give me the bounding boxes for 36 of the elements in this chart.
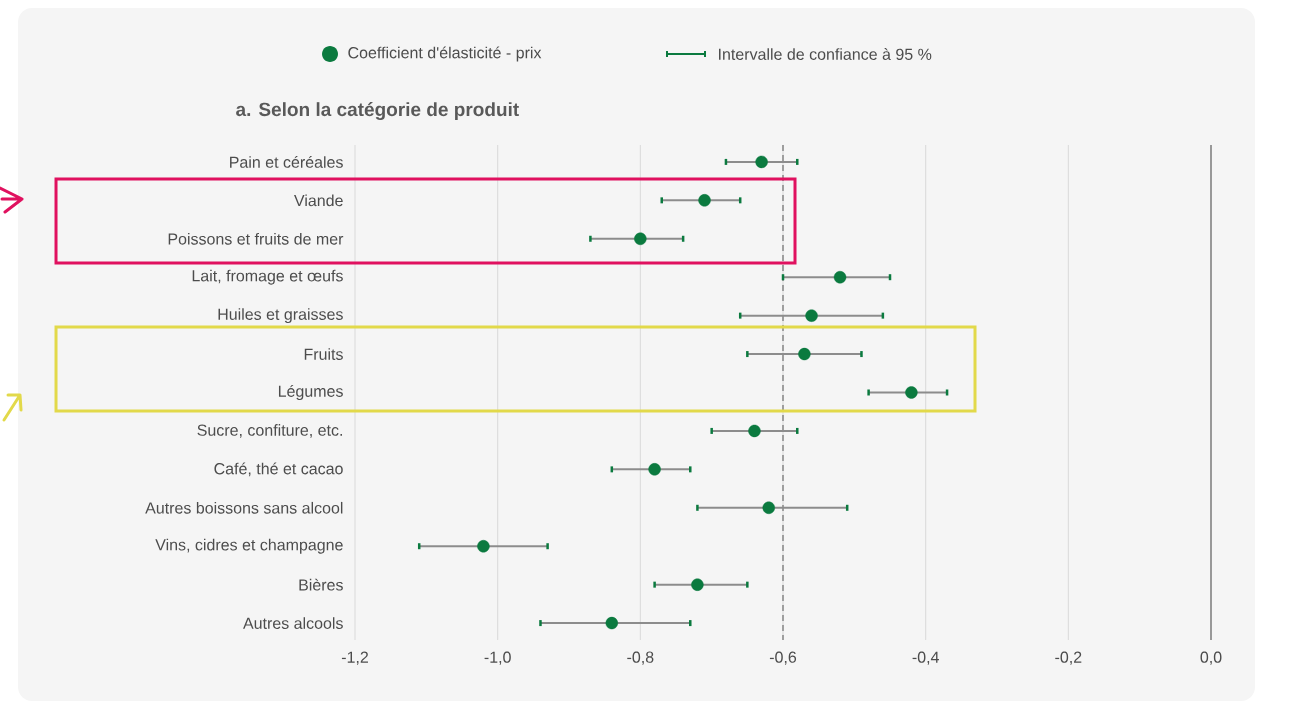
y-tick-label: Vins, cidres et champagne <box>155 538 343 554</box>
chart-title: a. Selon la catégorie de produit <box>236 102 519 120</box>
point <box>648 463 661 476</box>
point <box>748 424 761 438</box>
y-tick-label: Lait, fromage et œufs <box>192 269 343 285</box>
point <box>905 386 918 399</box>
y-tick-label: Autres alcools <box>243 617 343 629</box>
point <box>691 578 704 591</box>
y-tick-label: Bières <box>299 578 343 591</box>
x-tick-label: -1,0 <box>484 651 511 665</box>
point <box>605 616 619 630</box>
point <box>477 540 490 553</box>
x-tick-label: -1,2 <box>341 651 368 665</box>
x-tick-label: -0,6 <box>769 651 797 665</box>
y-tick-label: Café, thé et cacao <box>214 462 343 477</box>
point <box>833 271 847 284</box>
point <box>698 194 711 207</box>
x-tick-label: -0,2 <box>1055 651 1082 665</box>
y-tick-label: Viande <box>294 194 343 207</box>
y-tick-label: Légumes <box>278 384 343 401</box>
y-tick-label: Poissons et fruits de mer <box>168 232 344 245</box>
point <box>762 501 775 514</box>
y-tick-label: Autres boissons sans alcool <box>145 501 343 514</box>
x-tick-label: -0,8 <box>627 651 654 665</box>
point <box>755 155 768 169</box>
x-tick-label: -0,4 <box>912 651 939 665</box>
point <box>805 309 818 322</box>
y-tick-label: Huiles et graisses <box>218 308 343 324</box>
y-tick-label: Fruits <box>304 348 343 360</box>
point <box>798 347 811 361</box>
text: Intervalle de confiance à 95 % <box>719 48 932 60</box>
legend-label: Coefficient d'élasticité - prix <box>348 46 542 62</box>
y-tick-label: Pain et céréales <box>230 155 343 168</box>
x-tick-label: 0,0 <box>1200 651 1222 665</box>
y-tick-label: Sucre, confiture, etc. <box>197 424 342 438</box>
point <box>634 232 647 245</box>
